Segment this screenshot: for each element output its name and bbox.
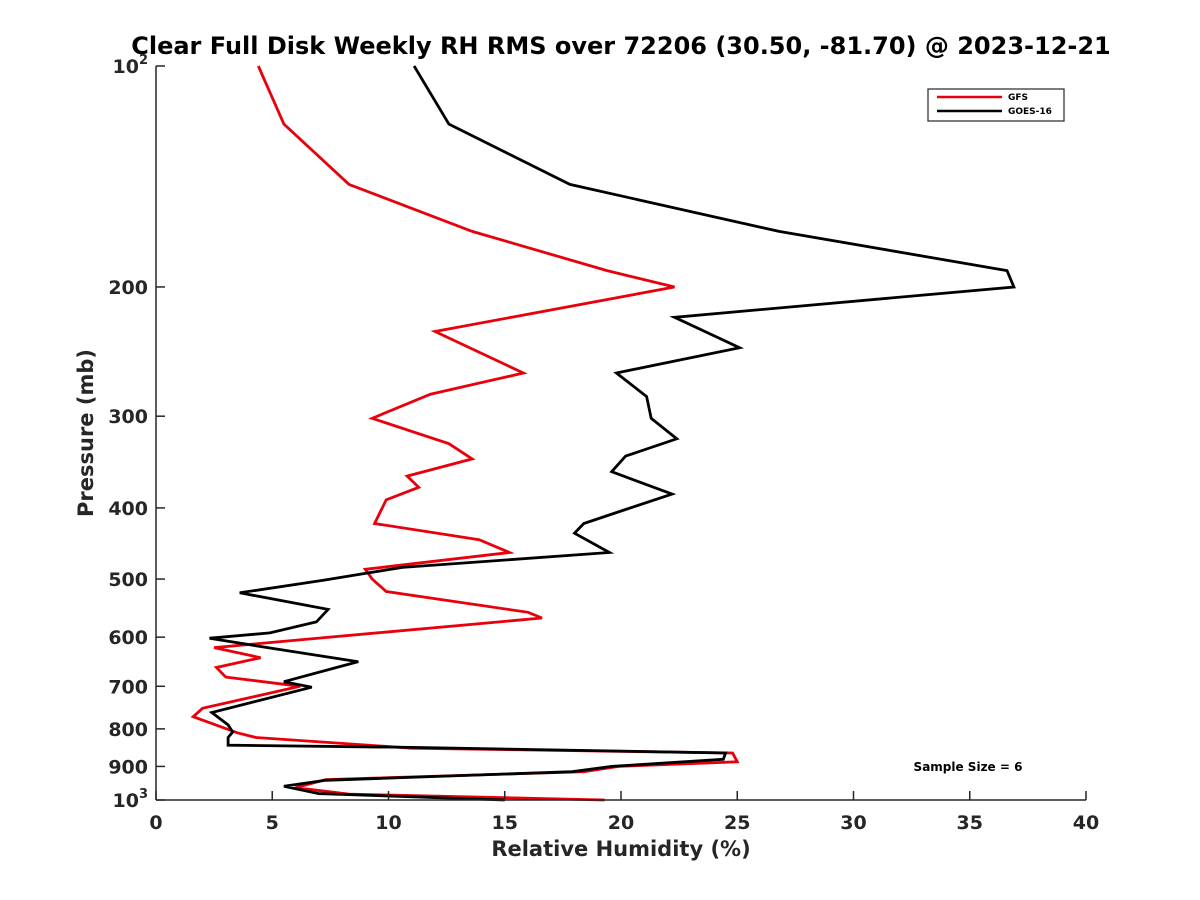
legend-label-gfs: GFS	[1008, 93, 1028, 103]
y-tick-label: 800	[108, 719, 148, 741]
x-tick-label: 20	[608, 812, 634, 834]
y-axis-label: Pressure (mb)	[74, 349, 98, 517]
x-tick-label: 10	[375, 812, 401, 834]
y-tick-label: 300	[108, 406, 148, 428]
x-axis-ticks: 0 5 10 15 20 25 30 35 40	[149, 791, 1099, 834]
legend: GFS GOES-16	[927, 88, 1065, 122]
x-tick-label: 30	[840, 812, 866, 834]
y-tick-label: 400	[108, 498, 148, 520]
series-line-gfs	[190, 65, 740, 802]
sample-size-annotation: Sample Size = 6	[914, 760, 1023, 774]
y-tick-label: 200	[108, 277, 148, 299]
x-tick-label: 5	[266, 812, 279, 834]
y-tick-label: 700	[108, 676, 148, 698]
legend-label-goes16: GOES-16	[1008, 107, 1052, 117]
y-tick-label: 900	[108, 756, 148, 778]
y-tick-label: 600	[108, 627, 148, 649]
x-axis-label: Relative Humidity (%)	[491, 837, 750, 861]
series-line-goes16	[208, 65, 1016, 802]
y-tick-label: 102	[113, 53, 149, 78]
chart-title: Clear Full Disk Weekly RH RMS over 72206…	[131, 32, 1111, 60]
x-tick-label: 35	[957, 812, 983, 834]
x-tick-label: 15	[492, 812, 518, 834]
x-tick-label: 25	[724, 812, 750, 834]
y-tick-label: 500	[108, 569, 148, 591]
plot-area	[190, 65, 1016, 802]
legend-box	[927, 88, 1065, 122]
y-tick-label: 103	[113, 787, 149, 812]
x-tick-label: 40	[1073, 812, 1099, 834]
x-tick-label: 0	[149, 812, 162, 834]
y-axis-ticks: 102 200 300 400 500 600 700 800 900 103	[108, 53, 165, 812]
